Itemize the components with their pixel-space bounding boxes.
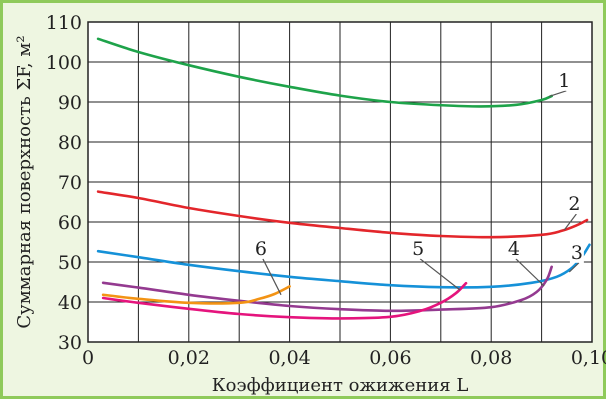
y-tick-label: 90 [58,92,82,114]
y-tick-label: 60 [58,212,82,234]
y-tick-label: 80 [58,132,82,154]
leader-line-3 [568,262,580,273]
curve-label-bg [506,238,521,259]
series-line-1 [96,37,553,108]
curve-label-bg [411,238,426,259]
curve-label-bg [567,194,582,214]
x-axis-title: Коэффициент ожижения L [212,375,469,396]
leader-line-6 [262,258,282,296]
series-line-3 [96,243,591,289]
y-tick-label: 70 [58,172,82,194]
curve-labels: 1 2 3 4 5 6 [253,70,584,296]
curve-label-bg [253,238,268,259]
x-tick-label: 0,02 [168,347,210,369]
leader-line-4 [515,258,545,287]
series-line-6 [101,285,291,305]
x-tick-label: 0,10 [571,347,606,369]
series-line-5 [101,281,468,320]
curve-label-5: 5 [412,238,424,260]
curve-label-2: 2 [568,193,580,215]
y-tick-label: 110 [46,12,82,34]
y-tick-label: 100 [46,52,82,74]
curve-label-6: 6 [255,238,267,260]
curve-label-3: 3 [571,242,583,264]
series-group [96,37,591,320]
series-line-4 [101,265,553,313]
y-tick-label: 50 [58,252,82,274]
x-tick-label: 0,08 [470,347,512,369]
x-tick-label: 0,06 [369,347,411,369]
tick-labels: 00,020,040,060,080,103040506070809010011… [46,12,606,369]
series-line-2 [96,190,589,239]
y-tick-label: 30 [58,332,82,354]
x-tick-label: 0 [82,347,94,369]
y-axis-title: Суммарная поверхность ΣF, м² [14,35,35,328]
y-tick-label: 40 [58,292,82,314]
leader-line-2 [563,213,577,231]
plot-border [87,21,593,343]
curve-label-bg [557,70,572,91]
leader-line-5 [419,258,461,291]
leader-line-1 [548,90,567,97]
curve-label-bg [569,242,584,263]
curve-label-1: 1 [558,70,570,92]
x-tick-label: 0,04 [268,347,310,369]
curve-label-4: 4 [508,238,520,260]
